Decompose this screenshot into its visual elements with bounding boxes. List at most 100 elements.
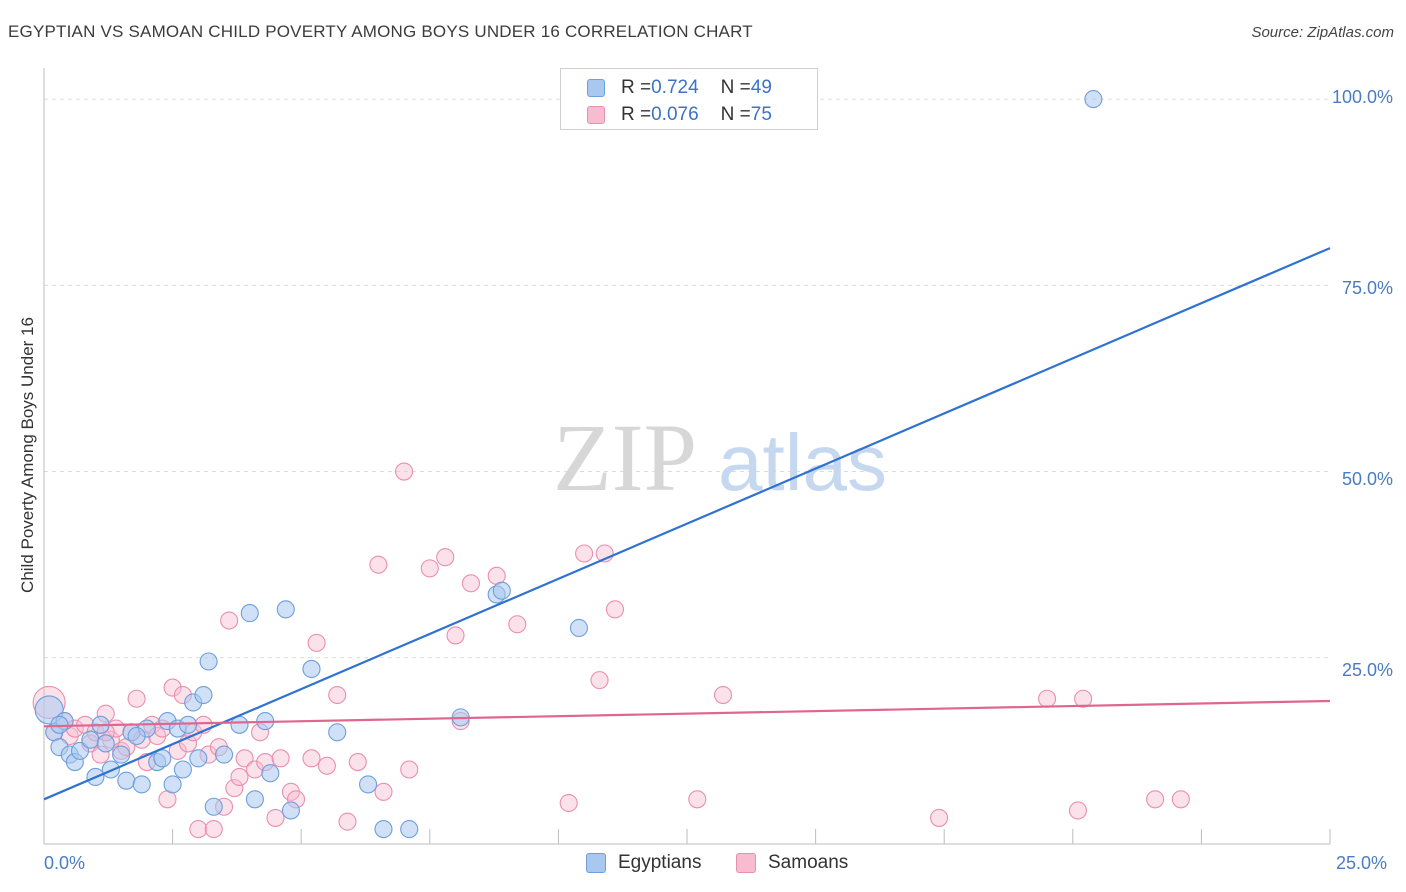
legend-item-egyptians[interactable]: Egyptians: [586, 852, 701, 874]
samoans-point: [575, 544, 594, 563]
egyptians-point: [240, 604, 259, 623]
samoans-point: [1074, 689, 1093, 708]
egyptians-point: [214, 745, 234, 764]
samoans-point: [461, 574, 481, 593]
egyptians-point: [276, 600, 295, 619]
samoans-point: [688, 790, 707, 809]
egyptians-point: [302, 659, 321, 678]
samoans-point: [374, 782, 393, 801]
egyptians-point: [117, 771, 136, 790]
samoans-point: [590, 671, 609, 690]
samoans-point: [1146, 790, 1165, 809]
egyptians-point: [132, 775, 151, 794]
egyptians-point: [359, 775, 378, 794]
samoans-point: [605, 600, 625, 619]
samoans-point: [317, 756, 336, 775]
egyptians-point: [261, 764, 280, 783]
egyptians-point: [400, 820, 419, 839]
samoans-point: [436, 548, 455, 567]
egyptians-trend-line: [43, 247, 1331, 801]
samoans-point: [395, 462, 414, 481]
n-label: N =: [720, 104, 751, 125]
legend-row-egyptians: R = 0.724 N = 49: [587, 77, 772, 99]
egyptians-point: [1084, 90, 1103, 109]
egyptians-point: [281, 801, 300, 820]
egyptians-point: [81, 730, 100, 749]
x-tick-label: 0.0%: [44, 853, 86, 873]
samoans-point: [369, 555, 388, 574]
egyptians-point: [194, 685, 213, 705]
egyptians-legend-label: Egyptians: [618, 852, 702, 873]
egyptians-point: [204, 797, 223, 816]
watermark: ZIP atlas: [553, 404, 887, 511]
samoans-point: [189, 820, 208, 839]
samoans-legend-label: Samoans: [768, 852, 849, 873]
legend-item-samoans[interactable]: Samoans: [736, 852, 848, 874]
trend-lines: [43, 247, 1331, 801]
n-label: N =: [720, 77, 751, 98]
r-label: R =: [621, 104, 652, 125]
egyptians-point: [189, 749, 208, 768]
egyptians-point: [569, 618, 589, 638]
n-value: 75: [750, 104, 772, 125]
chart-title: EGYPTIAN VS SAMOAN CHILD POVERTY AMONG B…: [8, 22, 753, 41]
watermark-zip: ZIP: [553, 404, 697, 511]
egyptians-point: [112, 745, 131, 764]
egyptians-point: [492, 581, 511, 600]
samoans-point: [559, 793, 578, 813]
samoans-legend-swatch: [736, 853, 756, 873]
samoans-point: [302, 749, 321, 768]
samoans-point: [1171, 790, 1190, 809]
r-value: 0.076: [651, 104, 699, 125]
y-tick-label: 50.0%: [1341, 469, 1393, 489]
samoans-points: [32, 462, 1190, 839]
egyptians-point: [178, 715, 198, 734]
x-tick-label: 25.0%: [1336, 853, 1388, 873]
egyptians-point: [374, 820, 393, 839]
samoans-point: [338, 812, 357, 831]
r-label: R =: [621, 77, 652, 98]
egyptians-point: [70, 741, 90, 760]
egyptians-point: [96, 734, 115, 753]
samoans-point: [235, 749, 254, 768]
samoans-point: [1068, 801, 1087, 820]
egyptians-point: [199, 652, 218, 671]
egyptians-swatch: [587, 79, 605, 97]
egyptians-legend-swatch: [586, 853, 606, 873]
egyptians-point: [153, 749, 172, 768]
samoans-point: [348, 753, 367, 772]
samoans-point: [204, 820, 223, 839]
egyptians-point: [163, 775, 182, 794]
samoans-point: [400, 760, 419, 779]
y-axis-label: Child Poverty Among Boys Under 16: [18, 317, 37, 593]
gridlines: [44, 98, 1330, 659]
samoans-point: [271, 749, 290, 768]
samoans-point: [508, 615, 527, 634]
samoans-point: [1038, 689, 1057, 708]
samoans-point: [127, 689, 146, 708]
n-value: 49: [750, 77, 772, 98]
samoans-point: [220, 611, 239, 630]
samoans-point: [328, 685, 347, 705]
r-value: 0.724: [651, 77, 699, 98]
samoans-point: [446, 626, 465, 645]
egyptians-point: [173, 760, 192, 779]
samoans-point: [163, 678, 182, 697]
egyptians-point: [328, 723, 347, 742]
y-tick-label: 100.0%: [1331, 87, 1393, 107]
egyptians-point: [127, 726, 146, 746]
samoans-point: [266, 808, 285, 827]
samoans-point: [230, 767, 249, 787]
legend-row-samoans: R = 0.076 N = 75: [587, 104, 772, 126]
samoans-swatch: [587, 106, 605, 124]
watermark-atlas: atlas: [718, 418, 887, 507]
samoans-point: [420, 559, 439, 578]
egyptians-point: [245, 790, 264, 809]
samoans-point: [225, 779, 244, 798]
samoans-point: [307, 633, 326, 652]
samoans-point: [713, 685, 733, 705]
y-tick-label: 75.0%: [1341, 278, 1393, 298]
chart-source: Source: ZipAtlas.com: [1251, 24, 1394, 41]
samoans-trend-line: [43, 699, 1331, 728]
